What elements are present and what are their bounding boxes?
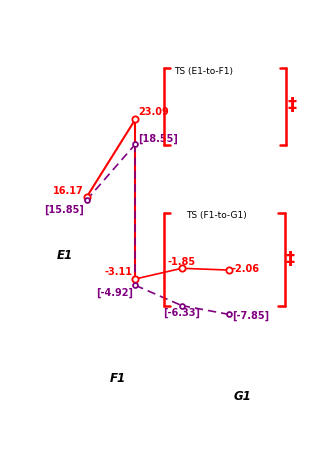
Text: ‡: ‡ bbox=[286, 250, 295, 268]
Text: [-7.85]: [-7.85] bbox=[232, 311, 269, 321]
Text: TS (F1-to-G1): TS (F1-to-G1) bbox=[186, 211, 247, 220]
Text: 23.09: 23.09 bbox=[138, 107, 169, 118]
Text: F1: F1 bbox=[109, 372, 125, 385]
Text: TS (E1-to-F1): TS (E1-to-F1) bbox=[174, 67, 233, 76]
Text: ‡: ‡ bbox=[288, 96, 297, 114]
Text: -3.11: -3.11 bbox=[105, 267, 133, 277]
Text: 16.17: 16.17 bbox=[53, 185, 84, 195]
Text: -2.06: -2.06 bbox=[232, 264, 260, 274]
Text: [15.85]: [15.85] bbox=[44, 204, 84, 215]
Text: -1.85: -1.85 bbox=[168, 256, 196, 266]
Text: E1: E1 bbox=[56, 249, 73, 262]
Text: [-4.92]: [-4.92] bbox=[96, 288, 133, 298]
Text: G1: G1 bbox=[233, 390, 251, 403]
Text: [-6.33]: [-6.33] bbox=[163, 307, 200, 318]
Text: [18.55]: [18.55] bbox=[138, 134, 178, 144]
